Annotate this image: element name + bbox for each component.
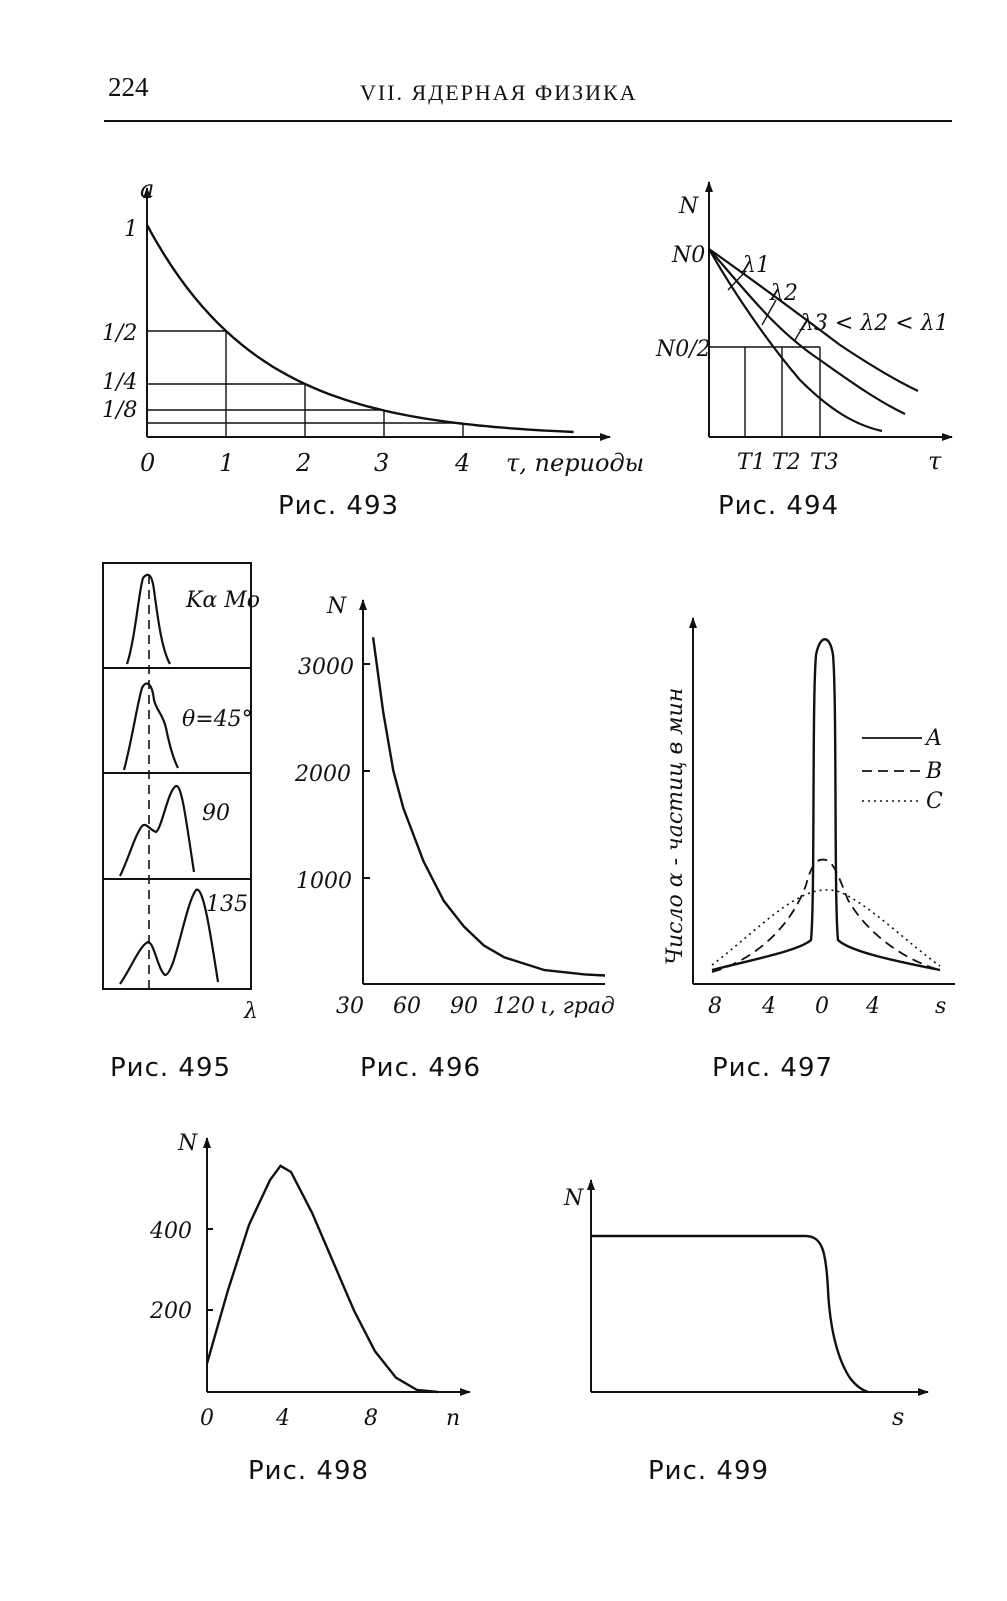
f497-curve-a [711, 638, 941, 972]
f496-y-label: N [326, 594, 347, 619]
caption-498: Рис. 498 [248, 1456, 370, 1486]
f495-peak-2 [122, 682, 179, 771]
f497-curve-c [711, 889, 941, 967]
f498-ytick-200: 200 [149, 1299, 192, 1324]
figure-499 [587, 1179, 929, 1396]
f498-x-label: n [446, 1406, 460, 1431]
f494-lambda1: λ1 [741, 253, 770, 278]
f496-ytick-2000: 2000 [294, 762, 351, 787]
f495-panel-2: θ=45° [182, 707, 253, 732]
f496-x-label: ι, град [540, 994, 615, 1019]
f494-x-label: τ [928, 447, 942, 475]
f493-decay-curve [145, 224, 574, 434]
caption-499: Рис. 499 [648, 1456, 770, 1486]
caption-494: Рис. 494 [718, 491, 840, 521]
f496-xtick-120: 120 [493, 994, 535, 1019]
f495-panel-4: 135 [206, 892, 248, 917]
f494-t3: T3 [810, 450, 839, 475]
header-rule [104, 120, 952, 122]
f494-curve-lambda3 [708, 248, 919, 392]
f496-ytick-3000: 3000 [298, 655, 354, 680]
figure-496 [359, 599, 606, 985]
caption-496: Рис. 496 [360, 1053, 482, 1083]
f497-xtick-4b: 4 [865, 994, 880, 1019]
f495-peak-4 [119, 888, 220, 985]
figure-494 [705, 181, 953, 441]
page-number: 224 [108, 72, 149, 102]
f497-curve-b [711, 858, 941, 973]
f493-ytick-3: 1/4 [102, 370, 137, 395]
figure-498 [203, 1137, 471, 1396]
f499-y-label: N [563, 1186, 584, 1211]
f495-peak-3 [119, 784, 196, 877]
f499-curve [591, 1234, 869, 1394]
figure-493 [143, 187, 611, 441]
f496-xtick-30: 30 [336, 994, 364, 1019]
f497-x-label: s [935, 994, 946, 1019]
caption-495: Рис. 495 [110, 1053, 232, 1083]
f497-legend-a-label: A [924, 726, 942, 751]
f497-legend-c-label: C [926, 789, 943, 814]
f494-lambda2: λ2 [769, 281, 798, 306]
f493-ytick-4: 1/8 [102, 398, 137, 423]
f493-guides [147, 330, 464, 437]
f498-xtick-0: 0 [200, 1406, 214, 1431]
f498-ytick-400: 400 [149, 1219, 192, 1244]
figure-497 [689, 617, 955, 985]
f494-t1: T1 [737, 450, 766, 475]
f495-peak-1 [125, 573, 171, 665]
f493-xtick-1: 1 [219, 449, 234, 477]
f497-y-label: Число α - частиц в мин [663, 688, 688, 965]
f498-y-label: N [177, 1131, 198, 1156]
f493-ytick-1: 1 [124, 217, 138, 242]
f493-y-label: a [140, 175, 154, 203]
f496-xtick-60: 60 [393, 994, 421, 1019]
f493-xtick-2: 2 [295, 449, 311, 477]
f495-frame [102, 562, 252, 990]
f493-xtick-3: 3 [374, 449, 389, 477]
f493-ytick-2: 1/2 [102, 321, 137, 346]
f493-xtick-0: 0 [140, 449, 155, 477]
f494-t2: T2 [772, 450, 801, 475]
caption-497: Рис. 497 [712, 1053, 834, 1083]
f496-ytick-1000: 1000 [296, 869, 352, 894]
f499-x-label: s [892, 1403, 904, 1431]
f498-curve [205, 1164, 439, 1394]
f494-n0-half: N0/2 [655, 337, 711, 362]
f495-x-label: λ [243, 999, 258, 1024]
f496-curve [371, 637, 606, 977]
f494-n0: N0 [671, 243, 705, 268]
f495-panel-3: 90 [202, 801, 230, 826]
f494-relation: λ3 < λ2 < λ1 [799, 311, 949, 336]
f493-x-label: τ, периоды [506, 449, 644, 477]
f495-panel-1: Kα Mo [185, 588, 260, 613]
f494-guides [709, 271, 821, 437]
f497-xtick-4a: 4 [761, 994, 776, 1019]
f498-xtick-4: 4 [275, 1406, 290, 1431]
f493-xtick-4: 4 [454, 449, 470, 477]
f497-xtick-8: 8 [708, 994, 722, 1019]
caption-493: Рис. 493 [278, 491, 400, 521]
f497-legend-b-label: B [925, 759, 942, 784]
figure-495 [102, 562, 252, 990]
f498-xtick-8: 8 [364, 1406, 378, 1431]
f494-y-label: N [678, 194, 699, 219]
f497-xtick-0: 0 [815, 994, 829, 1019]
running-head: VII. ЯДЕРНАЯ ФИЗИКА [360, 80, 638, 105]
f496-xtick-90: 90 [450, 994, 478, 1019]
